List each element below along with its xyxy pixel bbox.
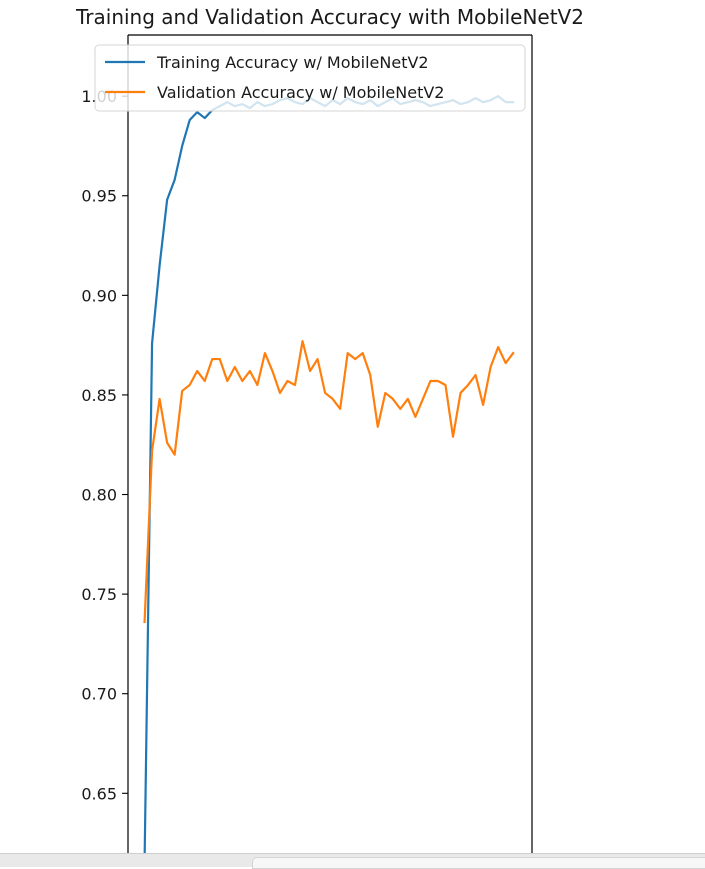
- series-line-training: [143, 95, 515, 865]
- y-tick-label: 0.80: [81, 486, 117, 505]
- scrollbar-thumb[interactable]: [252, 857, 705, 869]
- legend-box: [94, 44, 526, 112]
- horizontal-scrollbar[interactable]: [0, 853, 705, 869]
- y-tick-label: 0.65: [81, 784, 117, 803]
- y-tick-label: 0.85: [81, 386, 117, 405]
- plot-area: [143, 95, 515, 865]
- legend-label-validation: Validation Accuracy w/ MobileNetV2: [157, 83, 444, 102]
- y-axis: 0.650.700.750.800.850.900.951.00: [81, 34, 533, 866]
- y-tick-label: 0.95: [81, 187, 117, 206]
- legend: Training Accuracy w/ MobileNetV2 Validati…: [94, 44, 526, 112]
- y-tick-label: 0.75: [81, 585, 117, 604]
- legend-label-training: Training Accuracy w/ MobileNetV2: [156, 53, 429, 72]
- y-tick-label: 0.90: [81, 286, 117, 305]
- chart-title: Training and Validation Accuracy with Mo…: [75, 5, 584, 29]
- series-line-validation: [143, 340, 515, 624]
- y-tick-label: 0.70: [81, 685, 117, 704]
